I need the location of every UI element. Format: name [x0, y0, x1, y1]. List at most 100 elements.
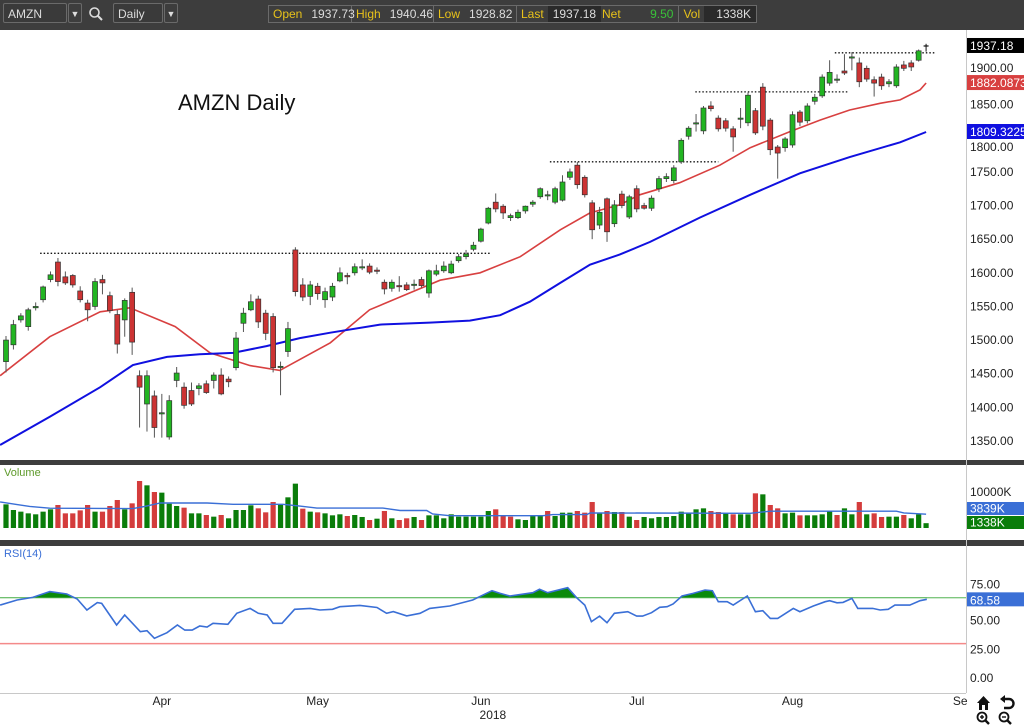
volume-bar	[537, 516, 543, 528]
interval-select[interactable]: Daily	[113, 3, 163, 23]
volume-bar	[366, 520, 373, 528]
quote-low: Low 1928.82	[434, 6, 517, 22]
volume-bar	[686, 512, 692, 528]
candle-body	[203, 383, 210, 393]
volume-ma-badge: 3839K	[970, 502, 1005, 516]
candle-body	[307, 284, 314, 297]
volume-bar	[493, 509, 499, 528]
candle-body	[240, 312, 247, 324]
volume-bar	[700, 508, 707, 528]
volume-bar	[916, 514, 922, 528]
candle-body	[507, 215, 514, 218]
volume-bar	[255, 508, 261, 528]
candle-body	[782, 138, 788, 149]
time-tick-label: Aug	[782, 694, 803, 708]
zoom-out-icon[interactable]	[998, 711, 1012, 725]
time-tick-label: Jul	[629, 694, 644, 708]
zoom-in-icon[interactable]	[976, 711, 990, 725]
volume-bar	[797, 515, 803, 528]
volume-bar	[248, 505, 254, 528]
volume-bar	[144, 485, 150, 528]
rsi-line	[0, 586, 927, 640]
candle-body	[396, 285, 403, 288]
candle-body	[900, 64, 907, 69]
volume-bar	[530, 516, 536, 528]
candle-body	[47, 274, 54, 280]
volume-bar	[597, 512, 603, 528]
volume-bar	[263, 512, 269, 528]
volume-bar	[745, 514, 751, 528]
ma-fast-badge-bg	[967, 75, 1024, 91]
volume-bar	[107, 506, 113, 528]
candle-body	[492, 201, 499, 210]
home-icon[interactable]	[977, 696, 990, 710]
candle-body	[544, 194, 551, 197]
volume-bar	[226, 518, 232, 528]
candle-body	[136, 375, 143, 388]
pane-separator[interactable]	[0, 540, 1024, 546]
candle-body	[337, 272, 343, 282]
time-tick-label: Apr	[152, 694, 171, 708]
candle-body	[515, 211, 521, 218]
moving-averages	[0, 82, 927, 446]
candles	[3, 43, 929, 440]
quote-open: Open 1937.73	[269, 6, 355, 22]
candle-body	[574, 164, 581, 186]
volume-bar	[864, 514, 870, 528]
candle-body	[359, 266, 366, 269]
candle-body	[455, 256, 462, 262]
chevron-down-icon[interactable]: ▼	[68, 3, 82, 23]
volume-bar	[893, 516, 899, 528]
chevron-down-icon[interactable]: ▼	[164, 3, 178, 23]
volume-bar	[203, 515, 209, 528]
candle-body	[314, 285, 321, 295]
quote-value: 1928.82	[469, 7, 513, 21]
volume-bar	[849, 514, 855, 528]
candle-body	[403, 284, 410, 290]
price-badges: 1937.18 1882.0873 1809.3225	[967, 37, 1024, 139]
candle-body	[589, 202, 596, 231]
candle-body	[529, 201, 536, 205]
volume-bar	[70, 513, 76, 528]
volume-bar	[871, 513, 877, 528]
volume-bar	[515, 519, 521, 528]
candle-body	[819, 76, 826, 97]
volume-bar	[77, 510, 83, 528]
volume-bar	[151, 492, 157, 528]
candle-body	[849, 56, 855, 59]
candle-body	[285, 328, 291, 352]
candle-body	[559, 181, 566, 201]
pane-separator[interactable]	[0, 460, 1024, 465]
quote-value: 1937.73	[311, 7, 355, 21]
symbol-input[interactable]: AMZN	[3, 3, 67, 23]
candle-body	[893, 66, 900, 87]
undo-icon[interactable]	[1000, 695, 1015, 710]
candle-body	[351, 266, 358, 274]
candle-body	[886, 81, 892, 85]
ma-slow-badge: 1809.3225	[970, 125, 1024, 139]
candle-body	[3, 339, 9, 362]
volume-bar	[693, 509, 699, 528]
candle-body	[552, 188, 558, 203]
candle-body	[448, 263, 455, 274]
candle-body	[292, 249, 299, 292]
candle-body	[255, 298, 262, 323]
volume-bar	[285, 497, 291, 528]
time-tick-label: Jun	[471, 694, 490, 708]
candle-body	[344, 275, 351, 278]
candle-body	[715, 117, 722, 130]
volume-bar	[159, 492, 165, 528]
time-year-label: 2018	[480, 708, 507, 722]
search-icon[interactable]	[88, 6, 104, 22]
candle-body	[225, 378, 232, 383]
volume-bar	[908, 518, 914, 528]
price-tick-label: 1700.00	[970, 199, 1014, 213]
volume-bar	[641, 516, 647, 528]
volume-bar	[470, 516, 477, 528]
candle-body	[218, 374, 225, 395]
candle-body	[485, 207, 492, 224]
candle-body	[69, 275, 76, 286]
volume-bar	[329, 515, 336, 528]
volume-tick-label: 10000K	[970, 485, 1011, 499]
